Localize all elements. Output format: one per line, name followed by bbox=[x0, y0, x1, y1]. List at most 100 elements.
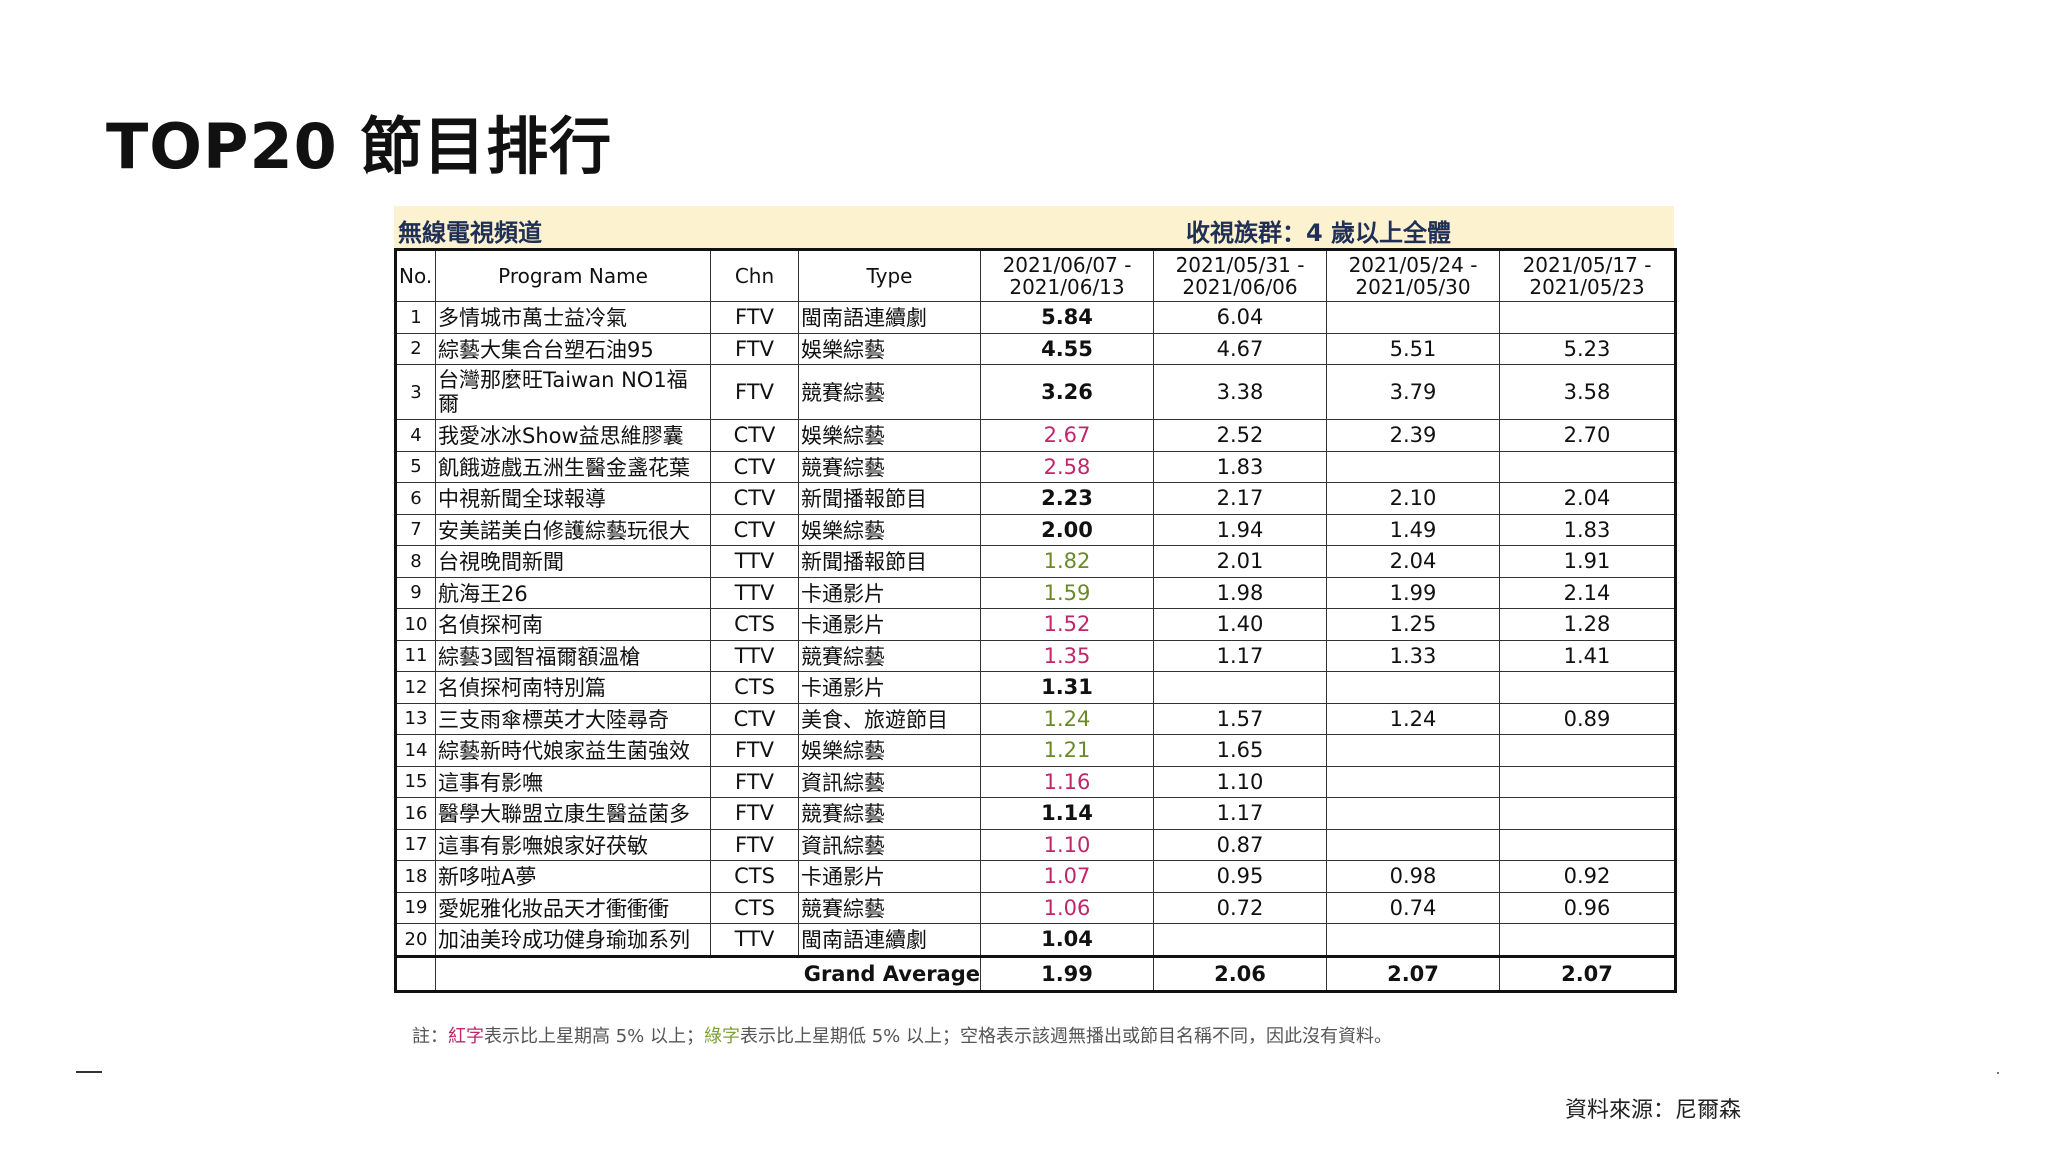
rating-week-3: 2.04 bbox=[1326, 545, 1500, 578]
rating-week-2: 1.65 bbox=[1153, 734, 1327, 767]
program-type: 資訊綜藝 bbox=[798, 828, 981, 861]
rating-week-3: 2.10 bbox=[1326, 482, 1500, 515]
grand-average-week-1: 1.99 bbox=[980, 954, 1154, 992]
rating-week-3 bbox=[1326, 923, 1500, 957]
channel: CTV bbox=[710, 450, 799, 483]
channel: TTV bbox=[710, 545, 799, 578]
table-row: 6 中視新聞全球報導 CTV 新聞播報節目 2.23 2.17 2.10 2.04 bbox=[395, 482, 1676, 515]
rating-week-1: 5.84 bbox=[980, 301, 1154, 334]
rating-week-4 bbox=[1499, 923, 1676, 957]
program-name: 這事有影嘸 bbox=[435, 765, 711, 798]
program-name: 三支雨傘標英才大陸尋奇 bbox=[435, 702, 711, 735]
row-number: 2 bbox=[395, 332, 436, 365]
table-row: 8 台視晚間新聞 TTV 新聞播報節目 1.82 2.01 2.04 1.91 bbox=[395, 545, 1676, 578]
rating-week-3: 1.33 bbox=[1326, 639, 1500, 672]
rating-week-2: 1.98 bbox=[1153, 576, 1327, 609]
program-type: 競賽綜藝 bbox=[798, 797, 981, 830]
rating-week-4: 2.04 bbox=[1499, 482, 1676, 515]
slide-title: TOP20 節目排行 bbox=[106, 110, 613, 183]
rating-week-1: 1.35 bbox=[980, 639, 1154, 672]
channel-group-label: 無線電視頻道 bbox=[398, 219, 542, 247]
table-row: 11 綜藝3國智福爾額溫槍 TTV 競賽綜藝 1.35 1.17 1.33 1.41 bbox=[395, 639, 1676, 672]
row-number: 9 bbox=[395, 576, 436, 609]
table-row: 16 醫學大聯盟立康生醫益菌多 FTV 競賽綜藝 1.14 1.17 bbox=[395, 797, 1676, 830]
table-row: 10 名偵探柯南 CTS 卡通影片 1.52 1.40 1.25 1.28 bbox=[395, 608, 1676, 641]
header-week-3-end: 2021/05/30 bbox=[1355, 275, 1471, 299]
rating-week-1: 1.14 bbox=[980, 797, 1154, 830]
table-footnote: 註：紅字表示比上星期高 5% 以上；綠字表示比上星期低 5% 以上；空格表示該週… bbox=[412, 1022, 1392, 1048]
header-type: Type bbox=[798, 249, 981, 302]
program-type: 卡通影片 bbox=[798, 576, 981, 609]
program-name: 綜藝大集合台塑石油95 bbox=[435, 332, 711, 365]
rating-week-4 bbox=[1499, 734, 1676, 767]
rating-week-2: 1.17 bbox=[1153, 797, 1327, 830]
rating-week-3: 0.98 bbox=[1326, 860, 1500, 893]
header-week-2: 2021/05/31 -2021/06/06 bbox=[1153, 249, 1327, 302]
program-type: 競賽綜藝 bbox=[798, 891, 981, 924]
program-type: 娛樂綜藝 bbox=[798, 332, 981, 365]
table-row: 14 綜藝新時代娘家益生菌強效 FTV 娛樂綜藝 1.21 1.65 bbox=[395, 734, 1676, 767]
program-type: 新聞播報節目 bbox=[798, 482, 981, 515]
row-number: 12 bbox=[395, 671, 436, 704]
header-week-1: 2021/06/07 -2021/06/13 bbox=[980, 249, 1154, 302]
channel: FTV bbox=[710, 734, 799, 767]
program-name: 中視新聞全球報導 bbox=[435, 482, 711, 515]
row-number: 14 bbox=[395, 734, 436, 767]
rating-week-4: 0.92 bbox=[1499, 860, 1676, 893]
table-banner: 無線電視頻道 收視族群：4 歲以上全體 bbox=[394, 206, 1674, 248]
channel: FTV bbox=[710, 364, 799, 420]
grand-average-week-2: 2.06 bbox=[1153, 954, 1327, 992]
rating-week-4 bbox=[1499, 797, 1676, 830]
rating-week-1: 2.67 bbox=[980, 419, 1154, 452]
rating-week-4: 1.28 bbox=[1499, 608, 1676, 641]
rating-week-3 bbox=[1326, 797, 1500, 830]
program-name: 新哆啦A夢 bbox=[435, 860, 711, 893]
slide-corner-dot bbox=[1997, 1072, 1999, 1074]
program-name: 這事有影嘸娘家好茯敏 bbox=[435, 828, 711, 861]
grand-average-week-3: 2.07 bbox=[1326, 954, 1500, 992]
data-source: 資料來源：尼爾森 bbox=[1565, 1098, 1742, 1123]
program-name: 加油美玲成功健身瑜珈系列 bbox=[435, 923, 711, 957]
program-name: 綜藝3國智福爾額溫槍 bbox=[435, 639, 711, 672]
rating-week-3: 1.24 bbox=[1326, 702, 1500, 735]
rating-week-1: 1.24 bbox=[980, 702, 1154, 735]
rating-week-4 bbox=[1499, 671, 1676, 704]
rating-week-1: 1.21 bbox=[980, 734, 1154, 767]
channel: TTV bbox=[710, 923, 799, 957]
table-body: 1 多情城市萬士益冷氣 FTV 閩南語連續劇 5.84 6.04 2 綜藝大集合台塑石油95 F… bbox=[395, 301, 1676, 957]
rating-week-2: 2.01 bbox=[1153, 545, 1327, 578]
header-week-4: 2021/05/17 -2021/05/23 bbox=[1499, 249, 1676, 302]
channel: CTS bbox=[710, 860, 799, 893]
table-row: 5 飢餓遊戲五洲生醫金盞花葉 CTV 競賽綜藝 2.58 1.83 bbox=[395, 450, 1676, 483]
rating-week-2: 4.67 bbox=[1153, 332, 1327, 365]
table-row: 12 名偵探柯南特別篇 CTS 卡通影片 1.31 bbox=[395, 671, 1676, 704]
channel: FTV bbox=[710, 765, 799, 798]
channel: CTS bbox=[710, 608, 799, 641]
channel: CTS bbox=[710, 891, 799, 924]
channel: CTV bbox=[710, 513, 799, 546]
rating-week-1: 2.23 bbox=[980, 482, 1154, 515]
grand-average-spacer bbox=[395, 954, 436, 992]
note-green-text: 表示比上星期低 5% 以上；空格表示該週無播出或節目名稱不同，因此沒有資料。 bbox=[740, 1026, 1392, 1047]
rating-week-2 bbox=[1153, 671, 1327, 704]
rating-week-3: 1.25 bbox=[1326, 608, 1500, 641]
program-type: 競賽綜藝 bbox=[798, 639, 981, 672]
program-name: 名偵探柯南 bbox=[435, 608, 711, 641]
program-type: 卡通影片 bbox=[798, 860, 981, 893]
header-chn: Chn bbox=[710, 249, 799, 302]
table-row: 18 新哆啦A夢 CTS 卡通影片 1.07 0.95 0.98 0.92 bbox=[395, 860, 1676, 893]
rating-week-3: 1.99 bbox=[1326, 576, 1500, 609]
table-row: 3 台灣那麼旺Taiwan NO1福爾 FTV 競賽綜藝 3.26 3.38 3.79 3.5… bbox=[395, 364, 1676, 420]
rating-week-3: 5.51 bbox=[1326, 332, 1500, 365]
table-row: 20 加油美玲成功健身瑜珈系列 TTV 閩南語連續劇 1.04 bbox=[395, 923, 1676, 957]
table-row: 9 航海王26 TTV 卡通影片 1.59 1.98 1.99 2.14 bbox=[395, 576, 1676, 609]
rating-week-4: 2.70 bbox=[1499, 419, 1676, 452]
program-type: 競賽綜藝 bbox=[798, 364, 981, 420]
program-type: 卡通影片 bbox=[798, 671, 981, 704]
note-red-word: 紅字 bbox=[448, 1026, 484, 1047]
header-week-1-start: 2021/06/07 - bbox=[1002, 253, 1132, 277]
header-row: No. Program Name Chn Type 2021/06/07 -20… bbox=[395, 249, 1676, 302]
program-name: 多情城市萬士益冷氣 bbox=[435, 301, 711, 334]
channel: FTV bbox=[710, 828, 799, 861]
program-name: 台視晚間新聞 bbox=[435, 545, 711, 578]
